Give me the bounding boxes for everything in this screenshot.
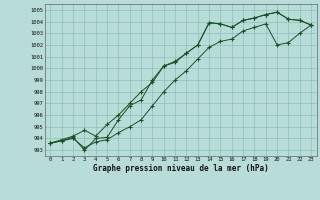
X-axis label: Graphe pression niveau de la mer (hPa): Graphe pression niveau de la mer (hPa) bbox=[93, 164, 269, 173]
